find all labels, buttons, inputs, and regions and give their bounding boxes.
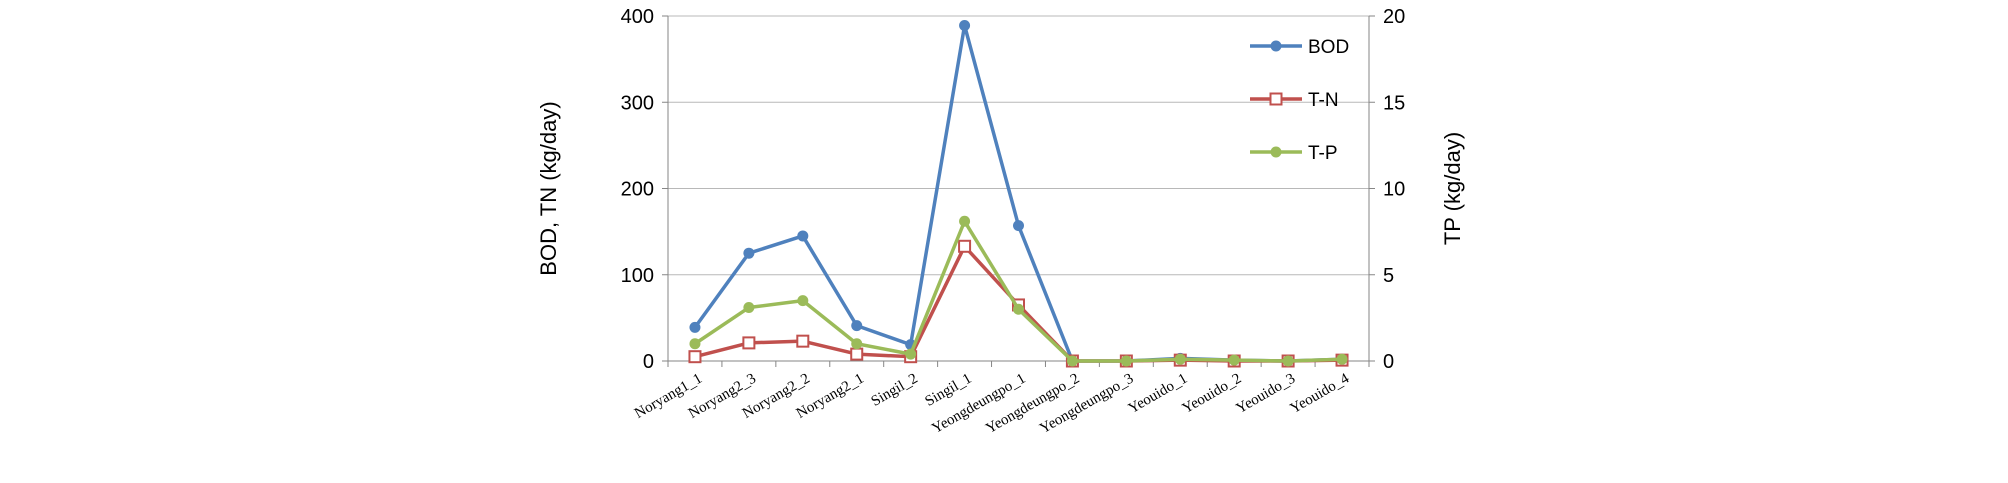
x-tick-label: Yeouido_4 xyxy=(1288,370,1353,417)
y-right-tick-label: 10 xyxy=(1383,179,1405,201)
x-tick-label: Yeouido_3 xyxy=(1234,371,1298,417)
data-point xyxy=(742,336,756,350)
legend-item: T-N xyxy=(1250,90,1339,111)
data-point xyxy=(688,350,702,364)
data-point xyxy=(1013,303,1024,315)
legend-label: T-N xyxy=(1308,90,1339,111)
data-point xyxy=(1174,353,1186,365)
data-point xyxy=(850,347,864,361)
legend: BOD T-N T-P xyxy=(1250,37,1349,164)
data-point xyxy=(1013,220,1024,232)
gridlines xyxy=(668,15,1369,276)
x-tick-label: Singil_2 xyxy=(869,371,921,410)
data-point xyxy=(959,19,971,31)
legend-label: BOD xyxy=(1308,37,1349,58)
y-left-tick-label: 300 xyxy=(621,92,654,114)
data-point xyxy=(905,348,917,360)
data-point xyxy=(743,302,755,314)
series xyxy=(688,19,1349,368)
legend-swatch-marker xyxy=(1270,146,1282,158)
y-left-tick-label: 400 xyxy=(621,6,654,28)
category-labels: Noryang1_1Noryang2_3Noryang2_2Noryang2_1… xyxy=(632,370,1352,437)
legend-swatch-marker xyxy=(1270,40,1282,52)
legend-item: T-P xyxy=(1250,143,1338,164)
data-point xyxy=(689,321,701,333)
data-point xyxy=(1228,354,1240,366)
data-point xyxy=(851,338,863,350)
data-point xyxy=(959,215,971,227)
x-tick-label: Yeongdeungpo_3 xyxy=(1037,371,1136,437)
tick-labels: 0 100 200 300 400 0 5 10 15 20 xyxy=(621,6,1406,373)
data-point xyxy=(689,338,701,350)
x-tick-label: Yeongdeungpo_2 xyxy=(983,371,1082,437)
data-point xyxy=(1282,355,1294,367)
y-left-tick-label: 100 xyxy=(621,265,654,287)
x-tick-label: Yeouido_1 xyxy=(1126,371,1190,417)
x-tick-label: Yeouido_2 xyxy=(1180,371,1244,417)
y-right-tick-label: 15 xyxy=(1383,92,1405,114)
y-left-tick-label: 200 xyxy=(621,179,654,201)
y-right-tick-label: 0 xyxy=(1383,351,1394,373)
legend-item: BOD xyxy=(1250,37,1349,58)
y-right-tick-label: 20 xyxy=(1383,6,1405,28)
series-t-p xyxy=(689,215,1348,367)
data-point xyxy=(958,239,972,253)
y-left-tick-label: 0 xyxy=(643,351,654,373)
y-axis-left-title: BOD, TN (kg/day) xyxy=(536,101,561,275)
data-point xyxy=(1066,355,1078,367)
data-point xyxy=(797,295,809,307)
data-point xyxy=(1120,355,1132,367)
y-right-tick-label: 5 xyxy=(1383,265,1394,287)
x-tick-label: Yeongdeungpo_1 xyxy=(929,371,1028,437)
data-point xyxy=(797,230,809,242)
y-axis-right-title: TP (kg/day) xyxy=(1440,132,1465,245)
legend-swatch-marker xyxy=(1269,92,1283,106)
data-point xyxy=(851,320,863,332)
legend-label: T-P xyxy=(1308,143,1338,164)
data-point xyxy=(796,334,810,348)
data-point xyxy=(1336,353,1348,365)
data-point xyxy=(743,247,755,259)
